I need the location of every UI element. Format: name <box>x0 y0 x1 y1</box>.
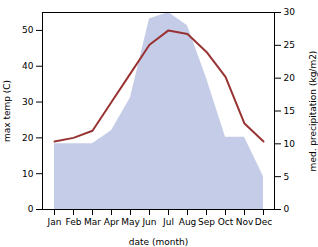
svg-text:Jun: Jun <box>141 217 156 227</box>
svg-text:Sep: Sep <box>198 217 215 227</box>
svg-text:20: 20 <box>22 133 34 143</box>
svg-text:Aug: Aug <box>179 217 197 227</box>
svg-text:30: 30 <box>22 97 34 107</box>
svg-text:50: 50 <box>22 25 34 35</box>
svg-text:5: 5 <box>284 172 290 182</box>
svg-text:May: May <box>121 217 140 227</box>
svg-text:Dec: Dec <box>255 217 272 227</box>
svg-text:0: 0 <box>284 204 290 214</box>
svg-text:30: 30 <box>284 7 296 17</box>
svg-text:20: 20 <box>284 73 296 83</box>
svg-text:40: 40 <box>22 61 34 71</box>
svg-text:Mar: Mar <box>84 217 101 227</box>
svg-text:max temp (C): max temp (C) <box>2 80 12 142</box>
svg-text:Oct: Oct <box>218 217 234 227</box>
svg-text:Nov: Nov <box>236 217 254 227</box>
svg-text:Jul: Jul <box>162 217 174 227</box>
svg-text:date (month): date (month) <box>129 237 188 247</box>
svg-text:10: 10 <box>284 139 296 149</box>
svg-text:10: 10 <box>22 169 34 179</box>
svg-text:Apr: Apr <box>104 217 120 227</box>
svg-text:Feb: Feb <box>66 217 82 227</box>
svg-text:25: 25 <box>284 40 295 50</box>
svg-text:med. precipitation (kg/m2): med. precipitation (kg/m2) <box>308 51 318 172</box>
svg-text:15: 15 <box>284 106 295 116</box>
svg-text:Jan: Jan <box>47 217 62 227</box>
svg-text:0: 0 <box>28 204 34 214</box>
